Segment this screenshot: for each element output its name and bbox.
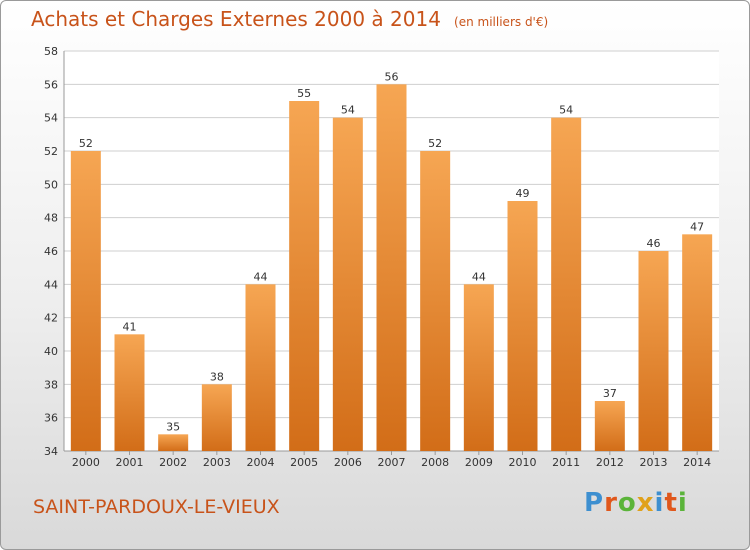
x-tick-label: 2011 <box>552 456 580 469</box>
y-tick-label: 54 <box>44 112 58 125</box>
x-tick-label: 2013 <box>640 456 668 469</box>
data-label: 55 <box>297 87 311 100</box>
bar <box>420 151 451 451</box>
y-tick-label: 56 <box>44 78 58 91</box>
logo-letter: o <box>617 488 637 518</box>
x-tick-label: 2005 <box>290 456 318 469</box>
x-tick-label: 2002 <box>159 456 187 469</box>
x-tick-label: 2006 <box>334 456 362 469</box>
bar <box>70 151 101 451</box>
x-tick-label: 2009 <box>465 456 493 469</box>
x-tick-label: 2004 <box>247 456 275 469</box>
bar <box>201 384 232 451</box>
bar <box>332 117 363 452</box>
logo-letter: r <box>604 488 618 518</box>
logo-letter: t <box>664 488 678 518</box>
bar <box>594 401 625 451</box>
data-label: 52 <box>428 137 442 150</box>
x-tick-label: 2001 <box>116 456 144 469</box>
bar <box>376 84 407 451</box>
y-tick-label: 50 <box>44 178 58 191</box>
logo-letter: x <box>636 488 655 518</box>
data-label: 54 <box>559 104 573 117</box>
y-tick-label: 34 <box>44 445 58 458</box>
location-name: SAINT-PARDOUX-LE-VIEUX <box>33 496 280 518</box>
y-tick-label: 42 <box>44 312 58 325</box>
y-tick-label: 48 <box>44 212 58 225</box>
x-tick-label: 2003 <box>203 456 231 469</box>
title-row: Achats et Charges Externes 2000 à 2014 (… <box>31 7 548 31</box>
data-label: 52 <box>79 137 93 150</box>
logo-letter: i <box>654 488 665 518</box>
chart-unit: (en milliers d'€) <box>454 15 549 29</box>
logo-letter: P <box>584 488 605 518</box>
y-tick-label: 58 <box>44 45 58 58</box>
y-tick-label: 52 <box>44 145 58 158</box>
data-label: 54 <box>341 104 355 117</box>
y-tick-label: 40 <box>44 345 58 358</box>
x-tick-label: 2007 <box>378 456 406 469</box>
bar <box>551 117 582 452</box>
bar <box>638 251 669 451</box>
proxiti-logo: Proxiti <box>584 488 688 518</box>
bar <box>289 101 320 451</box>
data-label: 47 <box>690 220 704 233</box>
y-tick-label: 38 <box>44 378 58 391</box>
x-tick-label: 2014 <box>683 456 711 469</box>
y-tick-label: 46 <box>44 245 58 258</box>
data-label: 44 <box>472 270 486 283</box>
bar <box>507 201 538 451</box>
data-label: 44 <box>254 270 268 283</box>
x-tick-label: 2008 <box>421 456 449 469</box>
bar <box>158 434 189 451</box>
data-label: 49 <box>516 187 530 200</box>
data-label: 46 <box>647 237 661 250</box>
x-tick-label: 2010 <box>509 456 537 469</box>
x-tick-label: 2000 <box>72 456 100 469</box>
data-label: 41 <box>123 320 137 333</box>
chart-title: Achats et Charges Externes 2000 à 2014 <box>31 7 441 31</box>
logo-letter: i <box>677 488 688 518</box>
data-label: 38 <box>210 370 224 383</box>
y-tick-label: 36 <box>44 412 58 425</box>
data-label: 56 <box>385 70 399 83</box>
data-label: 35 <box>166 420 180 433</box>
x-tick-label: 2012 <box>596 456 624 469</box>
data-label: 37 <box>603 387 617 400</box>
bar <box>463 284 494 451</box>
bar <box>114 334 145 451</box>
bar <box>245 284 276 451</box>
bar <box>682 234 713 451</box>
y-tick-label: 44 <box>44 278 58 291</box>
